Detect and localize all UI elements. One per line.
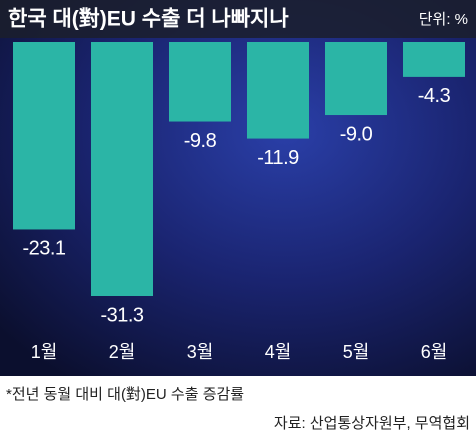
x-tick-label: 5월 — [343, 342, 370, 362]
x-tick-label: 6월 — [421, 342, 448, 362]
value-label: -23.1 — [22, 238, 65, 260]
x-tick-label: 2월 — [109, 342, 136, 362]
value-label: -11.9 — [257, 147, 299, 169]
title-bar — [0, 0, 476, 38]
bar — [403, 42, 465, 77]
bar — [169, 42, 231, 122]
footnote: *전년 동월 대비 대(對)EU 수출 증감률 — [6, 386, 244, 403]
unit-label: 단위: % — [419, 11, 468, 28]
background — [0, 0, 476, 376]
bar — [91, 42, 153, 296]
x-tick-label: 3월 — [187, 342, 214, 362]
bar — [13, 42, 75, 230]
x-tick-label: 1월 — [31, 342, 58, 362]
bar — [325, 42, 387, 116]
value-label: -4.3 — [418, 85, 451, 107]
value-label: -31.3 — [100, 304, 143, 326]
value-label: -9.0 — [340, 123, 373, 145]
x-tick-label: 4월 — [265, 342, 292, 362]
source: 자료: 산업통상자원부, 무역협회 — [274, 415, 470, 432]
chart-title: 한국 대(對)EU 수출 더 나빠지나 — [8, 8, 289, 31]
value-label: -9.8 — [184, 130, 217, 152]
bar — [247, 42, 309, 139]
